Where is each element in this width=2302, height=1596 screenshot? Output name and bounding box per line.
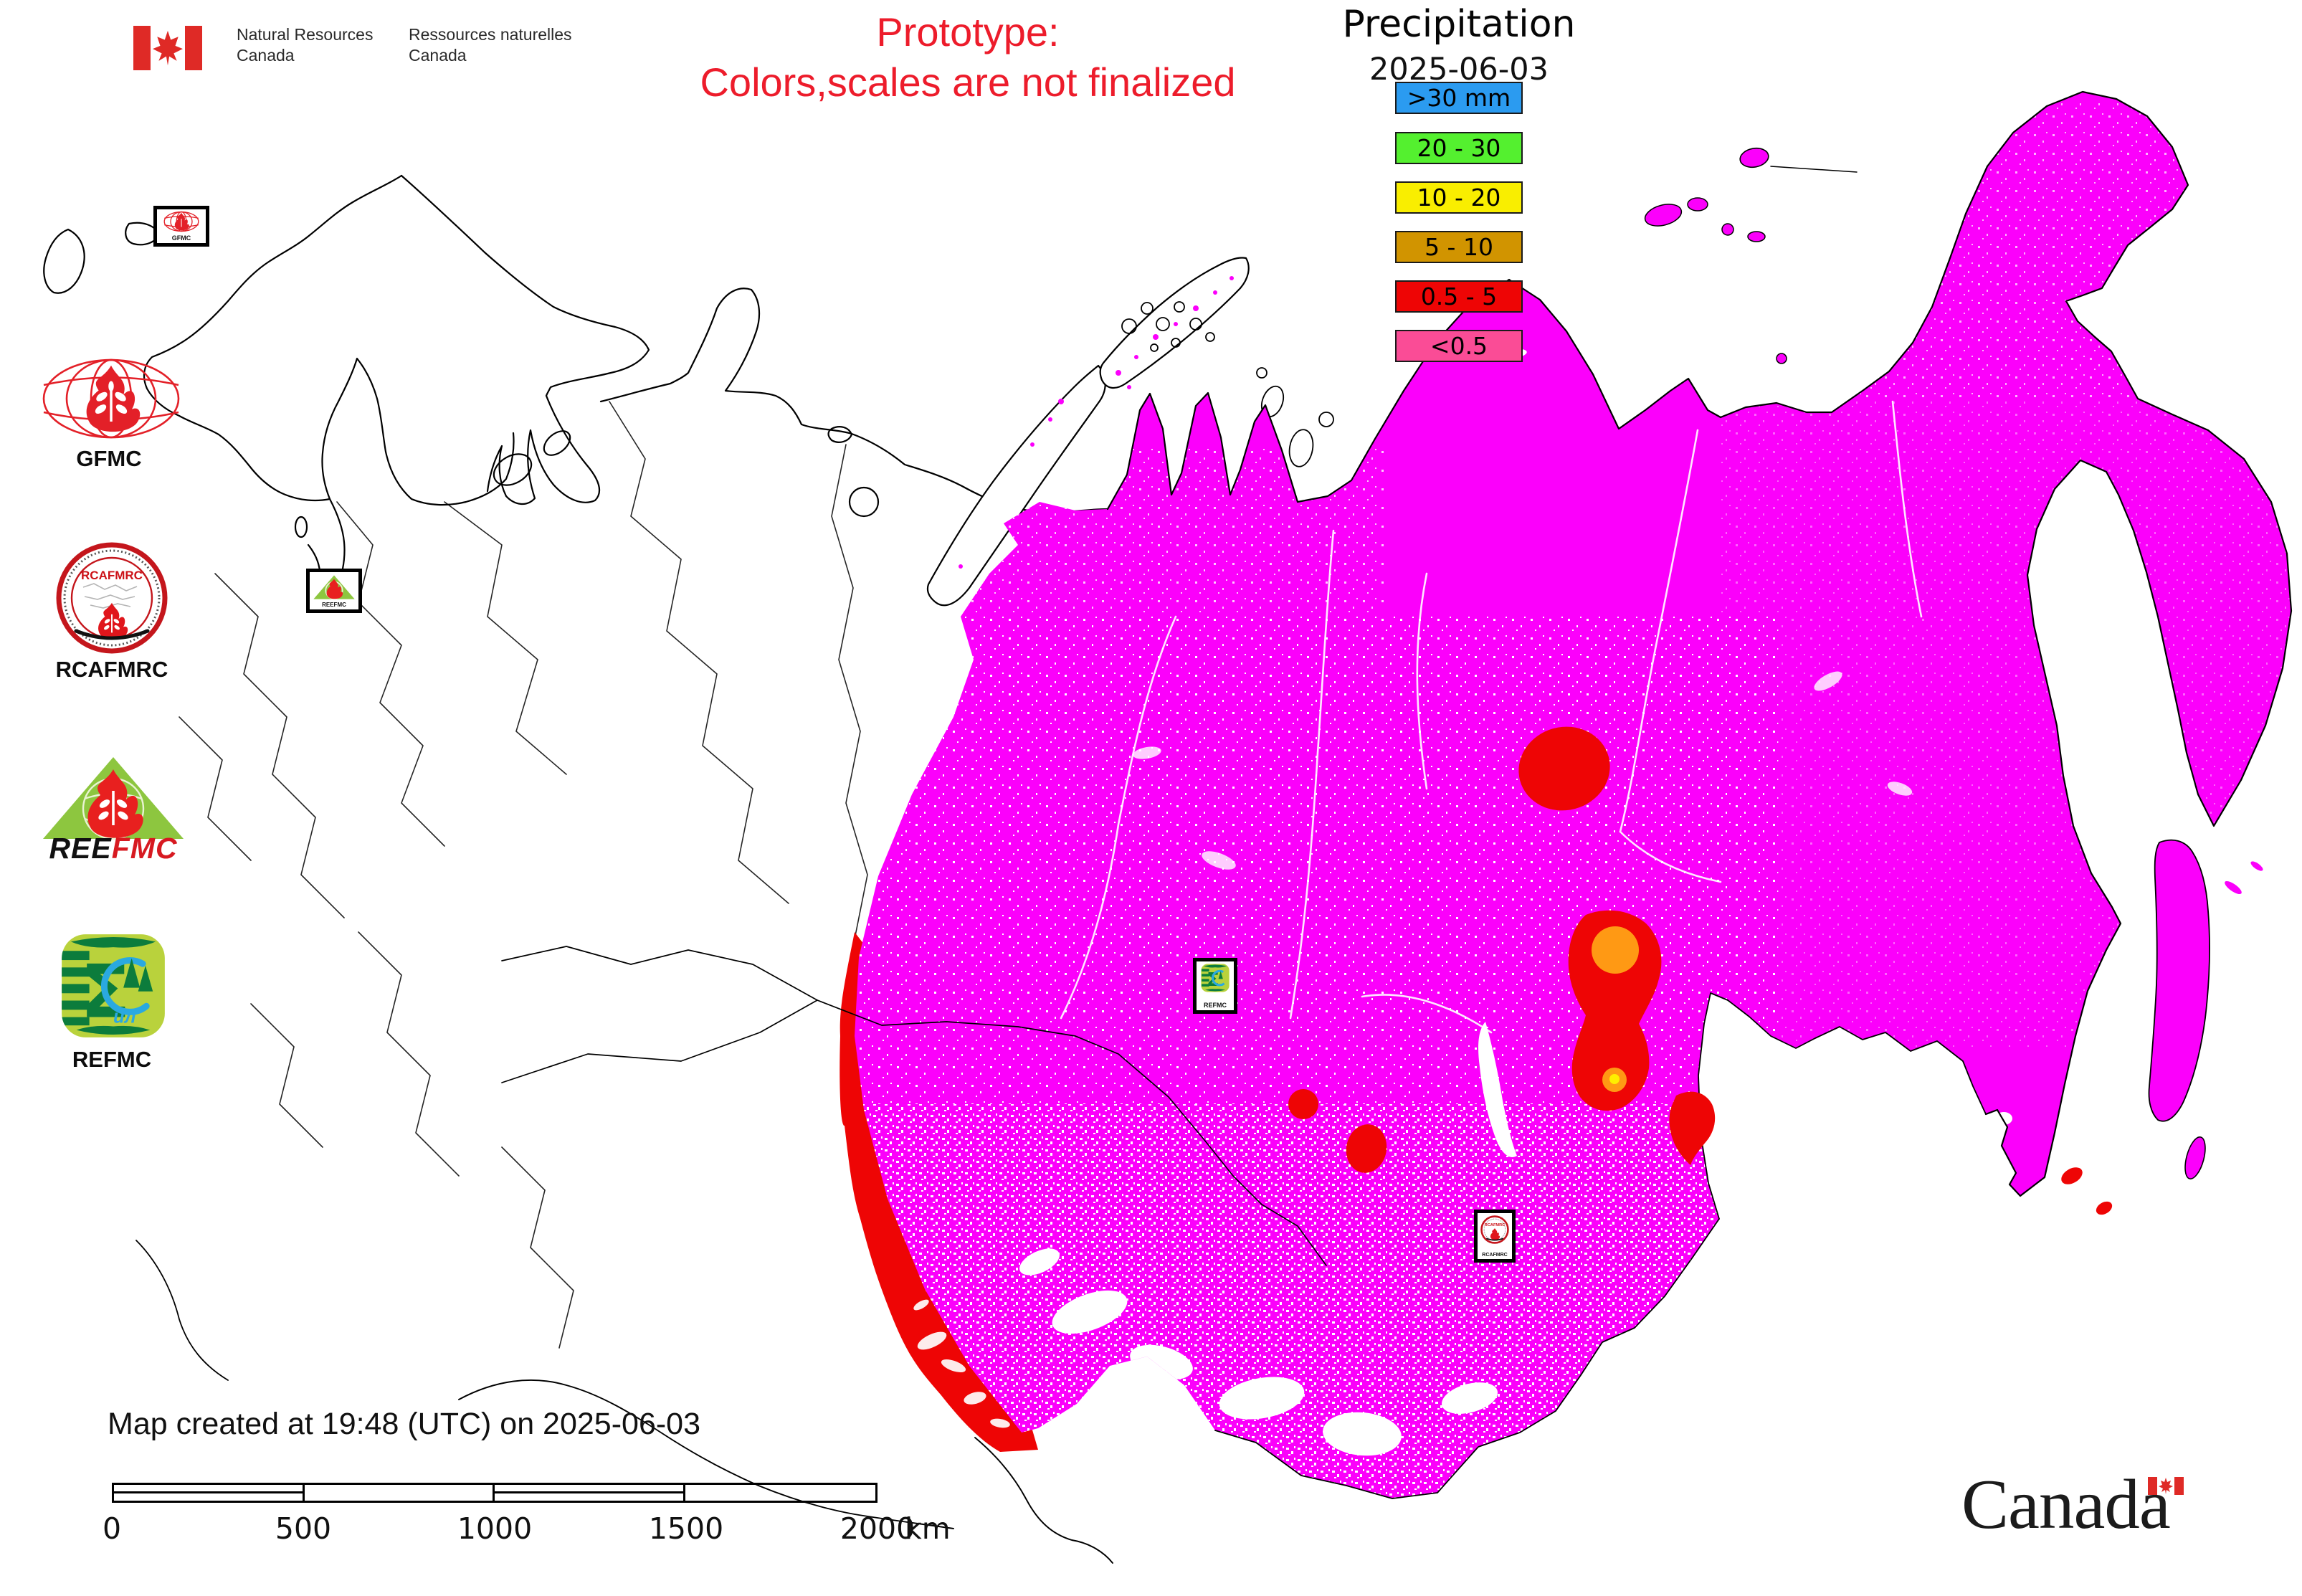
svg-text:RCAFMRC: RCAFMRC [81,569,143,582]
refmc-logo-icon: Σ ил [62,934,165,1037]
rcafmrc-logo-icon: RCAFMRC [56,542,168,654]
map-created-caption: Map created at 19:48 (UTC) on 2025-06-03 [108,1407,701,1441]
scale-bar [112,1483,877,1503]
map-marker-gfmc: GFMC [153,206,209,247]
refmc-label: REFMC [72,1047,152,1072]
legend: Precipitation 2025-06-03 >30 mm 20 - 30 … [1308,3,1609,376]
scale-segment [495,1485,685,1501]
reefmc-wordmark: REEFMC [34,832,192,865]
legend-swatch-5-10: 5 - 10 [1395,231,1523,263]
overlay-coast-and-borders [501,90,2293,1499]
map-marker-refmc: Σ REFMC [1193,958,1237,1014]
rain-orange-cells [1592,926,1639,1092]
reefmc-mini-icon [313,575,355,599]
gfmc-logo-icon [42,358,180,439]
nrcan-fr-line1: Ressources naturelles [409,25,572,44]
reefmc-word-red: FMC [111,832,178,865]
nrcan-english: Natural Resources Canada [237,24,373,66]
scale-unit: km [905,1511,951,1546]
legend-swatch-gt30: >30 mm [1395,82,1523,114]
map-marker-rcafmrc-label: RCAFMRC [1482,1253,1508,1258]
reefmc-word-black: REE [49,832,112,865]
scale-segment [685,1485,876,1501]
scale-tick-500: 500 [275,1511,332,1546]
legend-swatch-10-20: 10 - 20 [1395,181,1523,214]
scale-tick-2000: 2000 [840,1511,915,1546]
nrcan-en-line2: Canada [237,46,295,65]
nrcan-french: Ressources naturelles Canada [409,24,572,66]
canada-wordmark-flag-icon [2148,1477,2184,1495]
rcafmrc-label: RCAFMRC [55,657,168,682]
map-marker-rcafmrc: RCAFMRC RCAFMRC [1474,1210,1516,1263]
rcafmrc-mini-icon: RCAFMRC [1480,1215,1509,1244]
gfmc-label: GFMC [76,446,142,471]
nrcan-signature: Natural Resources Canada Ressources natu… [133,20,578,77]
rain-yellow-cell [1609,1074,1620,1084]
nrcan-en-line1: Natural Resources [237,25,374,44]
scale-tick-0: 0 [102,1511,122,1546]
reefmc-logo-icon [43,757,184,840]
svg-text:ил: ил [113,1007,136,1027]
prototype-line1: Prototype: [876,9,1060,54]
svg-text:RCAFMRC: RCAFMRC [1485,1223,1505,1227]
refmc-mini-icon: Σ [1201,964,1230,992]
scale-segment [114,1485,305,1501]
legend-title: Precipitation [1342,3,1576,46]
scale-segment [305,1485,495,1501]
map-marker-gfmc-label: GFMC [171,234,191,242]
legend-date: 2025-06-03 [1369,52,1549,87]
canada-wordmark: Canada [1961,1466,2171,1544]
canada-flag-icon [133,26,202,70]
scale-tick-1500: 1500 [648,1511,724,1546]
gfmc-mini-icon [163,211,199,232]
prototype-line2: Colors,scales are not finalized [700,60,1236,105]
scale-tick-1000: 1000 [457,1511,533,1546]
legend-swatch-lt05: <0.5 [1395,330,1523,362]
nrcan-fr-line2: Canada [409,46,467,65]
rain-red-cells [1288,726,2113,1215]
map-marker-reefmc: REEFMC [306,569,362,613]
prototype-warning: Prototype: Colors,scales are not finaliz… [609,7,1326,108]
legend-swatch-20-30: 20 - 30 [1395,132,1523,164]
map-marker-reefmc-label: REEFMC [322,602,346,608]
map-marker-refmc-label: REFMC [1204,1002,1227,1009]
legend-swatch-05-5: 0.5 - 5 [1395,280,1523,313]
